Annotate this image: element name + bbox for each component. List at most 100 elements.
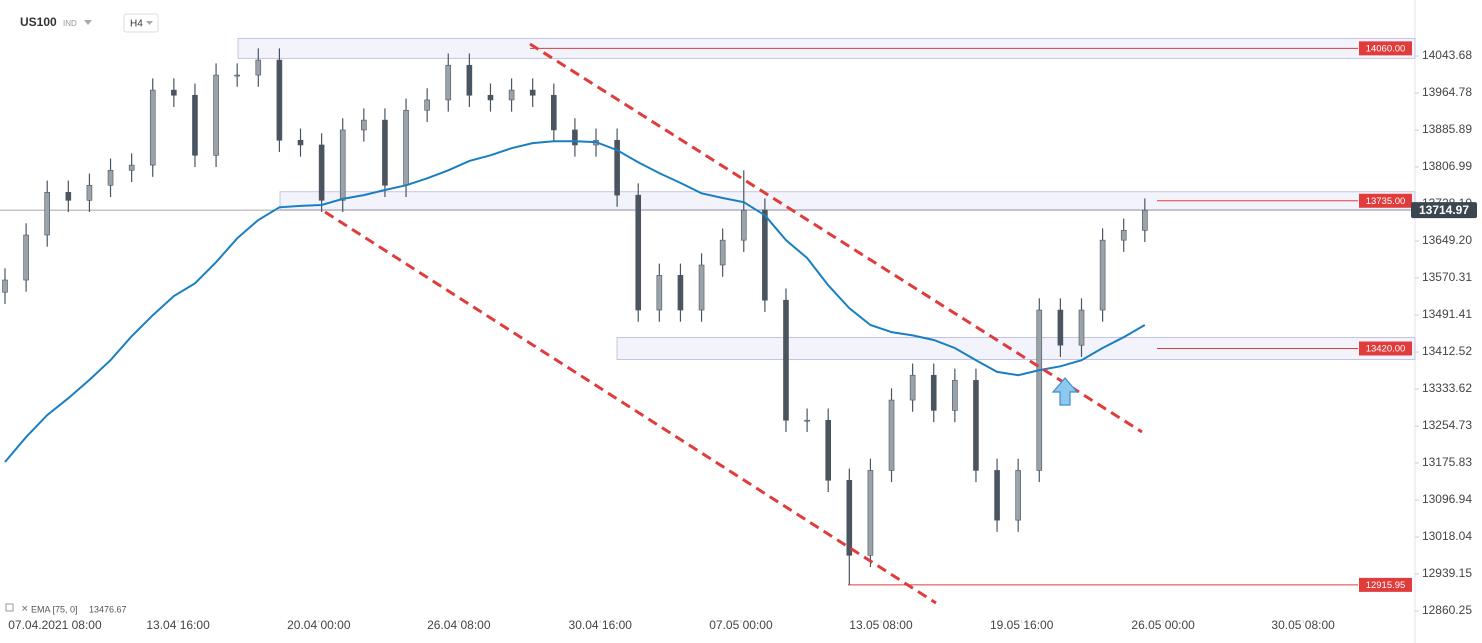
dropdown-icon[interactable] — [146, 21, 153, 25]
candle-body — [973, 380, 979, 471]
candle-body — [255, 59, 262, 76]
candle-body — [487, 94, 494, 101]
last-price-label: 13714.97 — [1419, 203, 1469, 217]
candle-body — [994, 470, 1000, 521]
level-label: 13420.00 — [1366, 344, 1406, 355]
candle-body — [361, 119, 367, 131]
indicator-icon[interactable] — [5, 603, 14, 612]
candle-body — [44, 192, 51, 236]
candle-body — [550, 94, 557, 131]
candle-body — [171, 89, 177, 96]
x-tick-label: 13.05 08:00 — [849, 618, 913, 632]
y-tick-label: 12860.25 — [1422, 603, 1472, 617]
candle-body — [614, 139, 620, 196]
x-tick-label: 19.05 16:00 — [990, 618, 1054, 632]
level-label-box — [1359, 193, 1412, 208]
candle-body — [466, 64, 473, 96]
y-tick-label: 13175.83 — [1422, 455, 1472, 469]
y-tick-label: 14043.68 — [1422, 48, 1472, 62]
close-icon[interactable]: ✕ — [21, 603, 29, 613]
y-tick-label: 13885.89 — [1422, 122, 1472, 136]
plot: 14043.6813964.7813885.8913806.9913728.10… — [0, 37, 1472, 632]
candle-body — [424, 99, 430, 111]
candle-body — [867, 470, 874, 556]
candle-body — [888, 399, 895, 471]
candle-body — [825, 419, 832, 481]
dropdown-icon[interactable] — [84, 20, 92, 25]
candle-body — [930, 374, 937, 411]
candle-body — [339, 129, 346, 201]
candle-body — [635, 194, 642, 311]
level-label: 12915.95 — [1366, 580, 1406, 591]
candle-body — [1057, 309, 1064, 346]
candle-body — [318, 144, 325, 201]
candle-body — [297, 139, 304, 146]
y-tick-label: 13018.04 — [1422, 529, 1472, 543]
candle-body — [445, 64, 452, 101]
zone — [616, 337, 1416, 360]
candle-body — [740, 209, 747, 241]
y-tick-label: 12939.15 — [1422, 566, 1472, 580]
x-tick-label: 07.05 00:00 — [709, 618, 773, 632]
candle-body — [276, 59, 283, 141]
level-label: 14060.00 — [1366, 43, 1406, 54]
candle-body — [1015, 470, 1021, 521]
x-tick-label: 07.04.2021 08:00 — [8, 618, 102, 632]
symbol[interactable]: US100 — [20, 15, 57, 29]
level-label-box — [1359, 577, 1412, 592]
candle-body — [762, 209, 768, 301]
timeframe-box[interactable] — [123, 13, 159, 33]
timeframe: H4 — [130, 19, 143, 30]
candle-body — [1099, 239, 1106, 311]
candle-body — [719, 239, 726, 266]
candle-body — [804, 419, 810, 422]
last-price-box — [1411, 202, 1477, 219]
candle-body — [23, 234, 29, 281]
candle-body — [86, 184, 93, 201]
y-tick-label: 13570.31 — [1422, 270, 1472, 284]
candle-body — [107, 169, 114, 186]
candle-body — [677, 275, 684, 311]
candle-body — [952, 380, 958, 411]
ema-line — [4, 140, 1146, 463]
candle-body — [192, 94, 198, 156]
x-tick-label: 30.05 08:00 — [1271, 618, 1335, 632]
candle-body — [1142, 209, 1148, 231]
candle-body — [128, 164, 135, 171]
x-tick-label: 13.04 16:00 — [146, 618, 210, 632]
x-tick-label: 26.05 00:00 — [1131, 618, 1195, 632]
arrow-icon — [1051, 377, 1079, 406]
x-tick-label: 30.04 16:00 — [569, 618, 633, 632]
level-label-box — [1359, 41, 1412, 56]
candle-body — [213, 74, 219, 156]
candle-body — [656, 275, 663, 311]
y-tick-label: 13096.94 — [1422, 492, 1472, 506]
candle-body — [403, 109, 409, 186]
candle-body — [909, 374, 916, 401]
y-tick-label: 13333.62 — [1422, 381, 1472, 395]
y-tick-label: 13412.52 — [1422, 344, 1472, 358]
candle-body — [572, 129, 578, 146]
candle-body — [783, 299, 789, 421]
level-label-box — [1359, 341, 1412, 356]
candle-body — [65, 192, 72, 201]
y-tick-label: 13806.99 — [1422, 159, 1472, 173]
market: IND — [63, 19, 77, 28]
indicator-value: 13476.67 — [89, 604, 127, 614]
x-tick-label: 26.04 08:00 — [427, 618, 491, 632]
candle-body — [149, 89, 156, 166]
candle-body — [698, 264, 705, 311]
candle-body — [1036, 309, 1043, 471]
candle-body — [2, 279, 8, 293]
y-tick-label: 13649.20 — [1422, 233, 1472, 247]
channel-line — [529, 42, 1143, 434]
indicator-name: EMA [75, 0] — [31, 604, 78, 614]
candle-body — [1078, 309, 1085, 346]
channel-line — [324, 210, 937, 605]
y-tick-label: 13491.41 — [1422, 307, 1472, 321]
level-label: 13735.00 — [1366, 196, 1406, 207]
candle-body — [234, 74, 240, 77]
y-tick-label: 13964.78 — [1422, 85, 1472, 99]
candle-body — [529, 89, 536, 96]
x-tick-label: 20.04 00:00 — [287, 618, 351, 632]
